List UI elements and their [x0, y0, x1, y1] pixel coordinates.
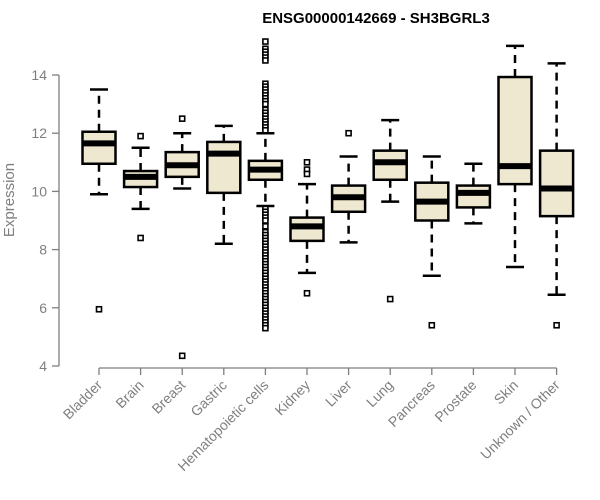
box-bladder: [81, 88, 117, 313]
iqr-box: [455, 184, 492, 209]
outlier-point: [303, 289, 311, 297]
y-tick-label: 10: [31, 183, 47, 199]
outlier-point: [178, 115, 186, 122]
box-skin: [497, 44, 533, 269]
outlier-point: [137, 234, 144, 242]
box-prostate: [455, 162, 492, 225]
y-tick-label: 6: [39, 300, 47, 316]
outlier-point: [262, 324, 269, 332]
outlier-point: [553, 321, 560, 329]
box-lung: [372, 118, 408, 303]
x-tick-label: Bladder: [60, 377, 106, 423]
x-tick-label: Kidney: [272, 377, 314, 419]
x-tick-label: Liver: [322, 377, 355, 410]
outlier-point: [262, 57, 269, 64]
outlier-point: [262, 217, 269, 224]
box-pancreas: [414, 155, 450, 329]
y-axis-label: Expression: [1, 163, 18, 237]
outlier-point: [262, 38, 269, 45]
box-hematopoietic-cells: [247, 38, 284, 332]
y-tick-label: 4: [39, 358, 47, 374]
chart-title: ENSG00000142669 - SH3BGRL3: [262, 10, 490, 27]
iqr-box: [538, 149, 575, 218]
x-tick-label: Breast: [148, 377, 188, 417]
box-kidney: [289, 159, 325, 297]
y-tick-label: 12: [31, 125, 47, 141]
outlier-point: [95, 305, 103, 313]
boxes-layer: [81, 38, 575, 360]
x-tick-label: Unknown / Other: [477, 377, 563, 463]
box-liver: [330, 129, 367, 244]
iqr-box: [206, 140, 242, 195]
outlier-point: [303, 170, 311, 178]
y-tick-label: 14: [31, 67, 47, 83]
outlier-point: [386, 295, 394, 303]
x-tick-label: Skin: [491, 377, 522, 408]
outlier-point: [262, 126, 269, 134]
box-gastric: [206, 124, 242, 246]
outlier-point: [178, 352, 186, 360]
box-brain: [122, 132, 159, 242]
x-tick-label: Brain: [112, 377, 146, 411]
iqr-box: [81, 130, 117, 166]
outlier-point: [262, 100, 269, 108]
box-breast: [164, 115, 200, 360]
box-unknown-other: [538, 62, 575, 329]
outlier-point: [137, 132, 144, 140]
outlier-point: [428, 321, 436, 329]
y-axis: 4 6 8 10 12 14: [31, 67, 60, 374]
outlier-point: [262, 223, 269, 230]
x-tick-label: Lung: [363, 377, 396, 410]
outlier-point: [345, 129, 352, 137]
y-tick-label: 8: [39, 242, 47, 258]
x-tick-label: Prostate: [431, 377, 479, 425]
outlier-point: [303, 159, 311, 166]
